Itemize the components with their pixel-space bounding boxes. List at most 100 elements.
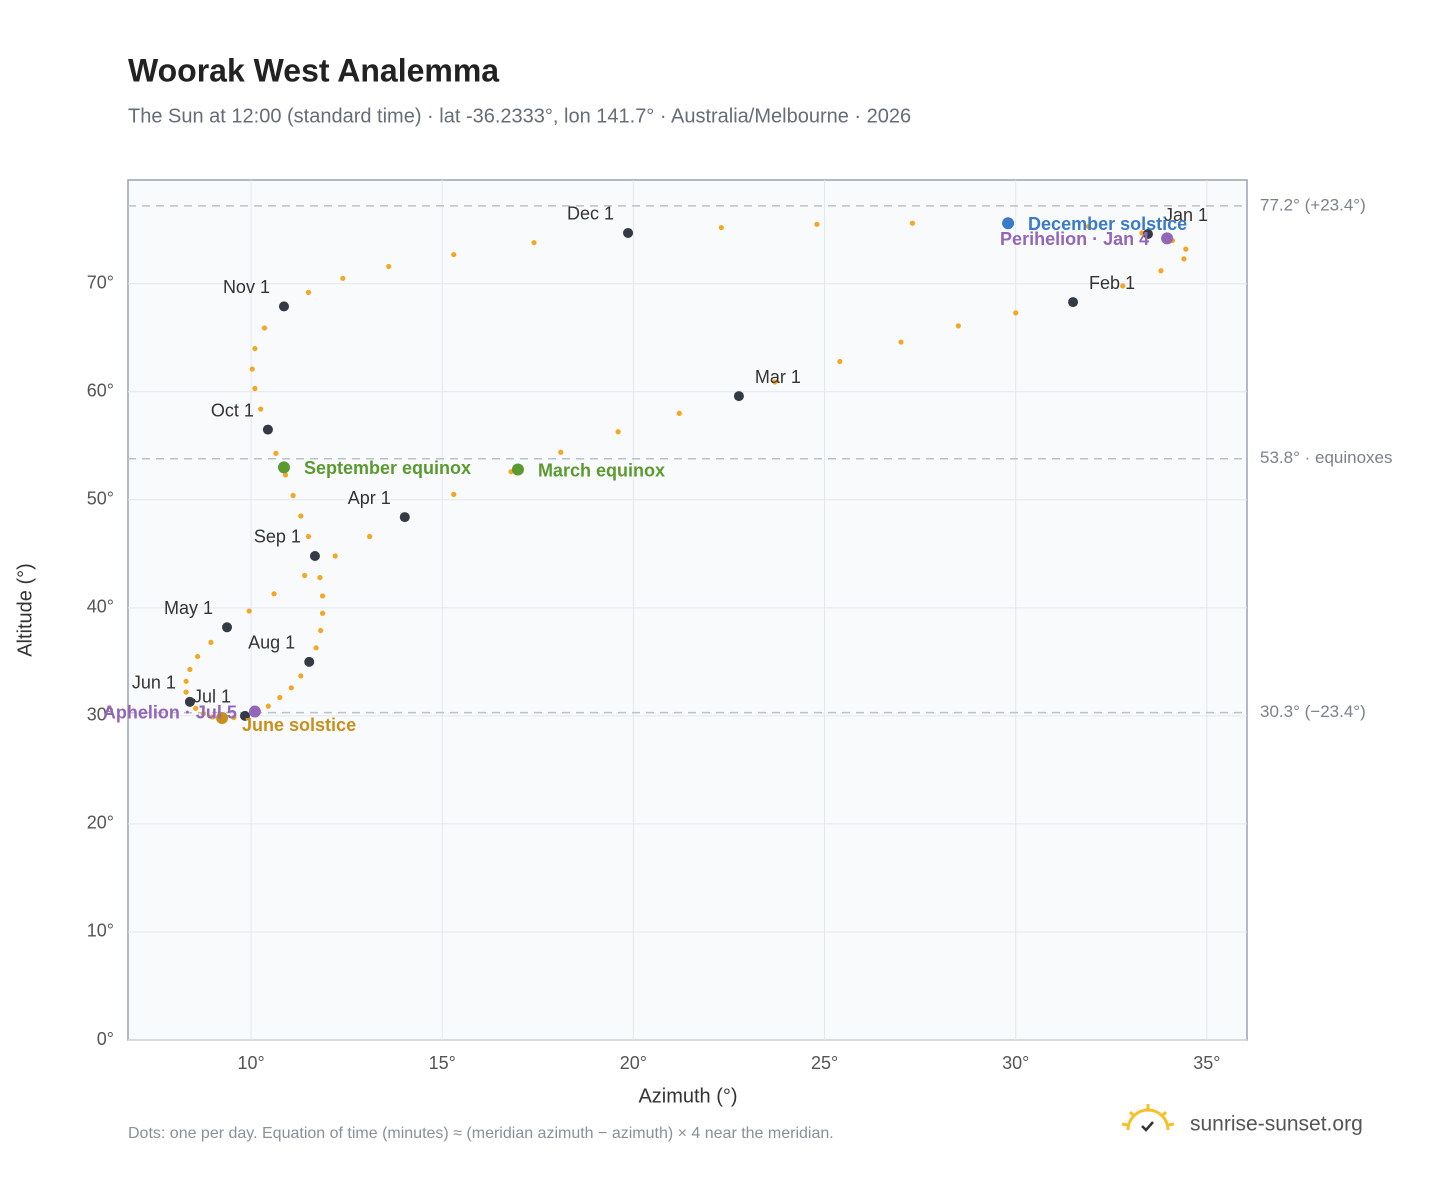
y-tick-label: 10°	[87, 921, 114, 941]
y-tick-label: 30°	[87, 705, 114, 725]
event-label: December solstice	[1028, 214, 1187, 234]
month-label: Jan 1	[1164, 205, 1208, 225]
x-tick-label: 35°	[1193, 1053, 1220, 1073]
day-dot	[367, 533, 373, 540]
day-dot	[772, 379, 778, 385]
month-marker	[733, 391, 744, 402]
month-label: Jun 1	[132, 673, 176, 693]
x-tick-label: 20°	[620, 1053, 647, 1073]
day-dot	[298, 513, 304, 519]
chart-title: Woorak West Analemma	[128, 52, 499, 88]
day-dot	[1181, 256, 1187, 262]
reference-label: 77.2° (+23.4°)	[1260, 195, 1366, 214]
day-dot	[718, 224, 724, 231]
month-marker	[623, 227, 634, 238]
day-dot	[909, 220, 916, 226]
month-label: Mar 1	[755, 367, 801, 387]
event-marker	[1002, 217, 1015, 230]
day-dot	[273, 450, 279, 456]
day-dot	[676, 410, 682, 416]
month-marker	[309, 550, 320, 561]
day-dot	[282, 472, 289, 478]
event-marker	[216, 712, 229, 725]
month-marker	[399, 512, 410, 523]
month-label: Oct 1	[211, 400, 254, 420]
day-dot	[531, 240, 537, 246]
x-tick-label: 25°	[811, 1053, 838, 1073]
day-dot	[1183, 246, 1189, 252]
day-dot	[277, 694, 283, 701]
day-dot	[319, 593, 326, 599]
x-axis-label: Azimuth (°)	[638, 1085, 737, 1107]
day-dot	[1013, 310, 1019, 316]
plot-area	[127, 179, 1248, 1041]
day-dot	[261, 325, 268, 331]
footnote: Dots: one per day. Equation of time (min…	[128, 1125, 834, 1142]
month-label: Dec 1	[567, 204, 614, 224]
day-dot	[558, 449, 564, 455]
event-label: Perihelion · Jan 4	[1000, 229, 1149, 249]
x-tick-label: 10°	[237, 1053, 264, 1073]
day-dot	[313, 645, 319, 651]
day-dot	[814, 221, 820, 227]
event-marker	[277, 461, 290, 474]
day-dot	[209, 714, 215, 720]
y-axis-label: Altitude (°)	[14, 563, 36, 657]
day-dot	[290, 492, 296, 499]
month-label: Aug 1	[248, 633, 295, 653]
month-label: Sep 1	[254, 527, 301, 547]
day-dot	[318, 627, 324, 634]
event-label: June solstice	[242, 715, 356, 735]
day-dot	[305, 289, 312, 295]
y-tick-label: 60°	[87, 381, 114, 401]
month-marker	[278, 301, 289, 312]
chart-subtitle: The Sun at 12:00 (standard time) · lat -…	[128, 105, 911, 127]
day-dot	[298, 673, 304, 679]
reference-label: 30.3° (−23.4°)	[1260, 702, 1366, 721]
y-tick-label: 0°	[97, 1029, 114, 1049]
event-marker	[511, 463, 524, 476]
day-dot	[231, 714, 237, 721]
month-marker	[184, 696, 195, 707]
day-dot	[288, 685, 294, 691]
y-tick-label: 50°	[87, 489, 114, 509]
month-marker	[1142, 229, 1153, 240]
day-dot	[615, 429, 621, 435]
month-marker	[1068, 297, 1079, 308]
day-dot	[183, 689, 189, 695]
reference-label: 53.8° · equinoxes	[1260, 448, 1393, 467]
day-dot	[837, 358, 843, 365]
day-dot	[193, 705, 199, 711]
month-label: May 1	[164, 598, 213, 618]
day-dot	[319, 610, 326, 616]
day-dot	[271, 591, 277, 597]
event-marker	[1161, 232, 1174, 245]
x-tick-label: 30°	[1002, 1053, 1029, 1073]
day-dot	[246, 608, 252, 614]
month-marker	[304, 656, 315, 667]
day-dot	[332, 553, 338, 559]
y-tick-label: 40°	[87, 597, 114, 617]
month-label: Jul 1	[193, 687, 231, 707]
day-dot	[252, 385, 258, 392]
month-label: Nov 1	[223, 277, 270, 297]
brand: sunrise-sunset.org	[1190, 1113, 1363, 1136]
day-dot	[265, 703, 271, 709]
brand-logo	[1121, 1104, 1175, 1132]
day-dot	[340, 275, 346, 281]
day-dot	[302, 572, 308, 579]
day-dot	[1158, 268, 1164, 274]
day-dot	[955, 323, 961, 329]
day-dot	[451, 491, 457, 497]
day-dot	[187, 666, 193, 673]
day-dot	[317, 574, 323, 581]
month-marker	[222, 622, 233, 633]
event-label: Aphelion · Jul 5	[103, 702, 237, 722]
month-label: Feb 1	[1089, 273, 1135, 293]
x-tick-label: 15°	[429, 1053, 456, 1073]
day-dot	[252, 345, 258, 352]
month-label: Apr 1	[348, 488, 391, 508]
day-dot	[208, 639, 214, 646]
